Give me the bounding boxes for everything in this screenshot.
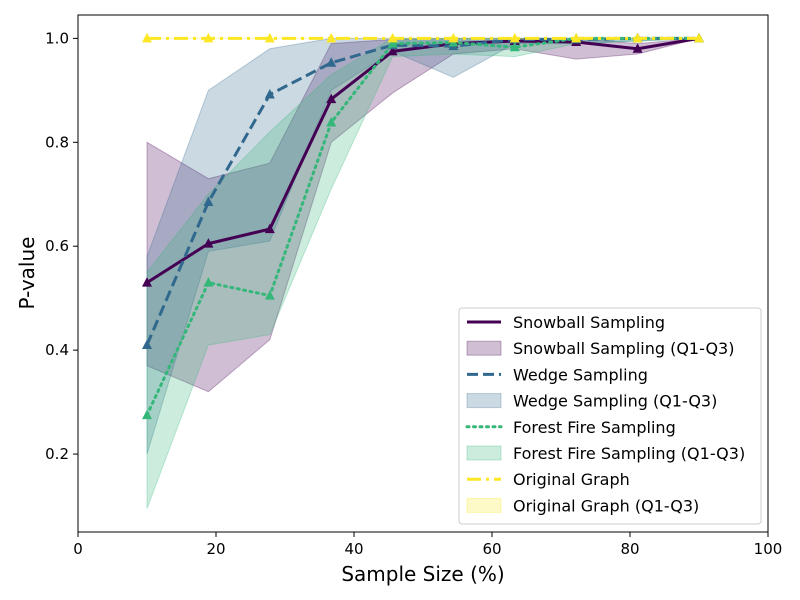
legend-band-swatch [466, 393, 502, 409]
series-4-point [326, 32, 337, 43]
series-4-point [203, 32, 214, 43]
y-tick-label: 0.6 [45, 237, 69, 255]
legend: Snowball Sampling Snowball Sampling (Q1-Q… [458, 307, 762, 525]
legend-label: Snowball Sampling [513, 313, 665, 332]
y-tick-label: 0.4 [45, 341, 69, 359]
y-tick-label: 0.8 [45, 133, 69, 151]
series-3-point [142, 409, 152, 420]
legend-box [458, 307, 762, 525]
series-4-point [448, 32, 459, 43]
legend-band-swatch [466, 497, 502, 513]
series-4-point [264, 32, 275, 43]
legend-label: Snowball Sampling (Q1-Q3) [513, 339, 734, 358]
series-3-point [387, 38, 398, 48]
series-1-point [387, 45, 398, 56]
plot-frame [77, 14, 769, 533]
legend-label: Original Graph [513, 470, 630, 489]
x-tick-label: 20 [206, 540, 225, 558]
series-1-point [632, 43, 643, 53]
series-4-point [571, 32, 582, 43]
x-tick-label: 80 [620, 540, 639, 558]
series-1-point [142, 277, 152, 287]
series-line-1 [146, 36, 700, 284]
legend-label: Wedge Sampling (Q1-Q3) [513, 392, 717, 411]
x-tick-label: 100 [754, 540, 783, 558]
legend-label: Forest Fire Sampling [513, 418, 676, 437]
series-2-point [326, 57, 337, 67]
series-2-point [264, 88, 275, 99]
series-4-point [632, 32, 643, 43]
series-4-point [509, 32, 520, 43]
y-tick-label: 1.0 [45, 29, 69, 47]
series-3-point [264, 290, 275, 300]
legend-band-swatch [466, 445, 502, 461]
legend-band-swatch [466, 340, 502, 356]
series-2-point [142, 339, 152, 349]
x-tick-label: 60 [482, 540, 501, 558]
band-1 [146, 37, 700, 393]
series-2-point [203, 196, 214, 207]
series-1-point [264, 223, 275, 234]
legend-label: Original Graph (Q1-Q3) [513, 496, 699, 515]
series-4-point [142, 32, 152, 43]
series-1-point [326, 93, 337, 104]
x-axis-label: Sample Size (%) [341, 562, 504, 586]
series-1-point [203, 238, 214, 248]
series-3-point [509, 41, 520, 52]
x-tick-label: 0 [73, 540, 83, 558]
y-tick-label: 0.2 [45, 445, 69, 463]
axis-ticks: 0 20 40 60 80 100 0.2 0.4 0.6 0.8 1.0 [45, 29, 782, 558]
plot-area [142, 32, 704, 509]
series-4-point [387, 32, 398, 43]
legend-label: Wedge Sampling [513, 365, 648, 384]
y-axis-label: P-value [15, 237, 39, 310]
legend-label: Forest Fire Sampling (Q1-Q3) [513, 444, 745, 463]
series-3-point [326, 117, 337, 127]
series-3-point [203, 277, 214, 287]
series-4-point [694, 32, 704, 43]
x-tick-label: 40 [344, 540, 363, 558]
